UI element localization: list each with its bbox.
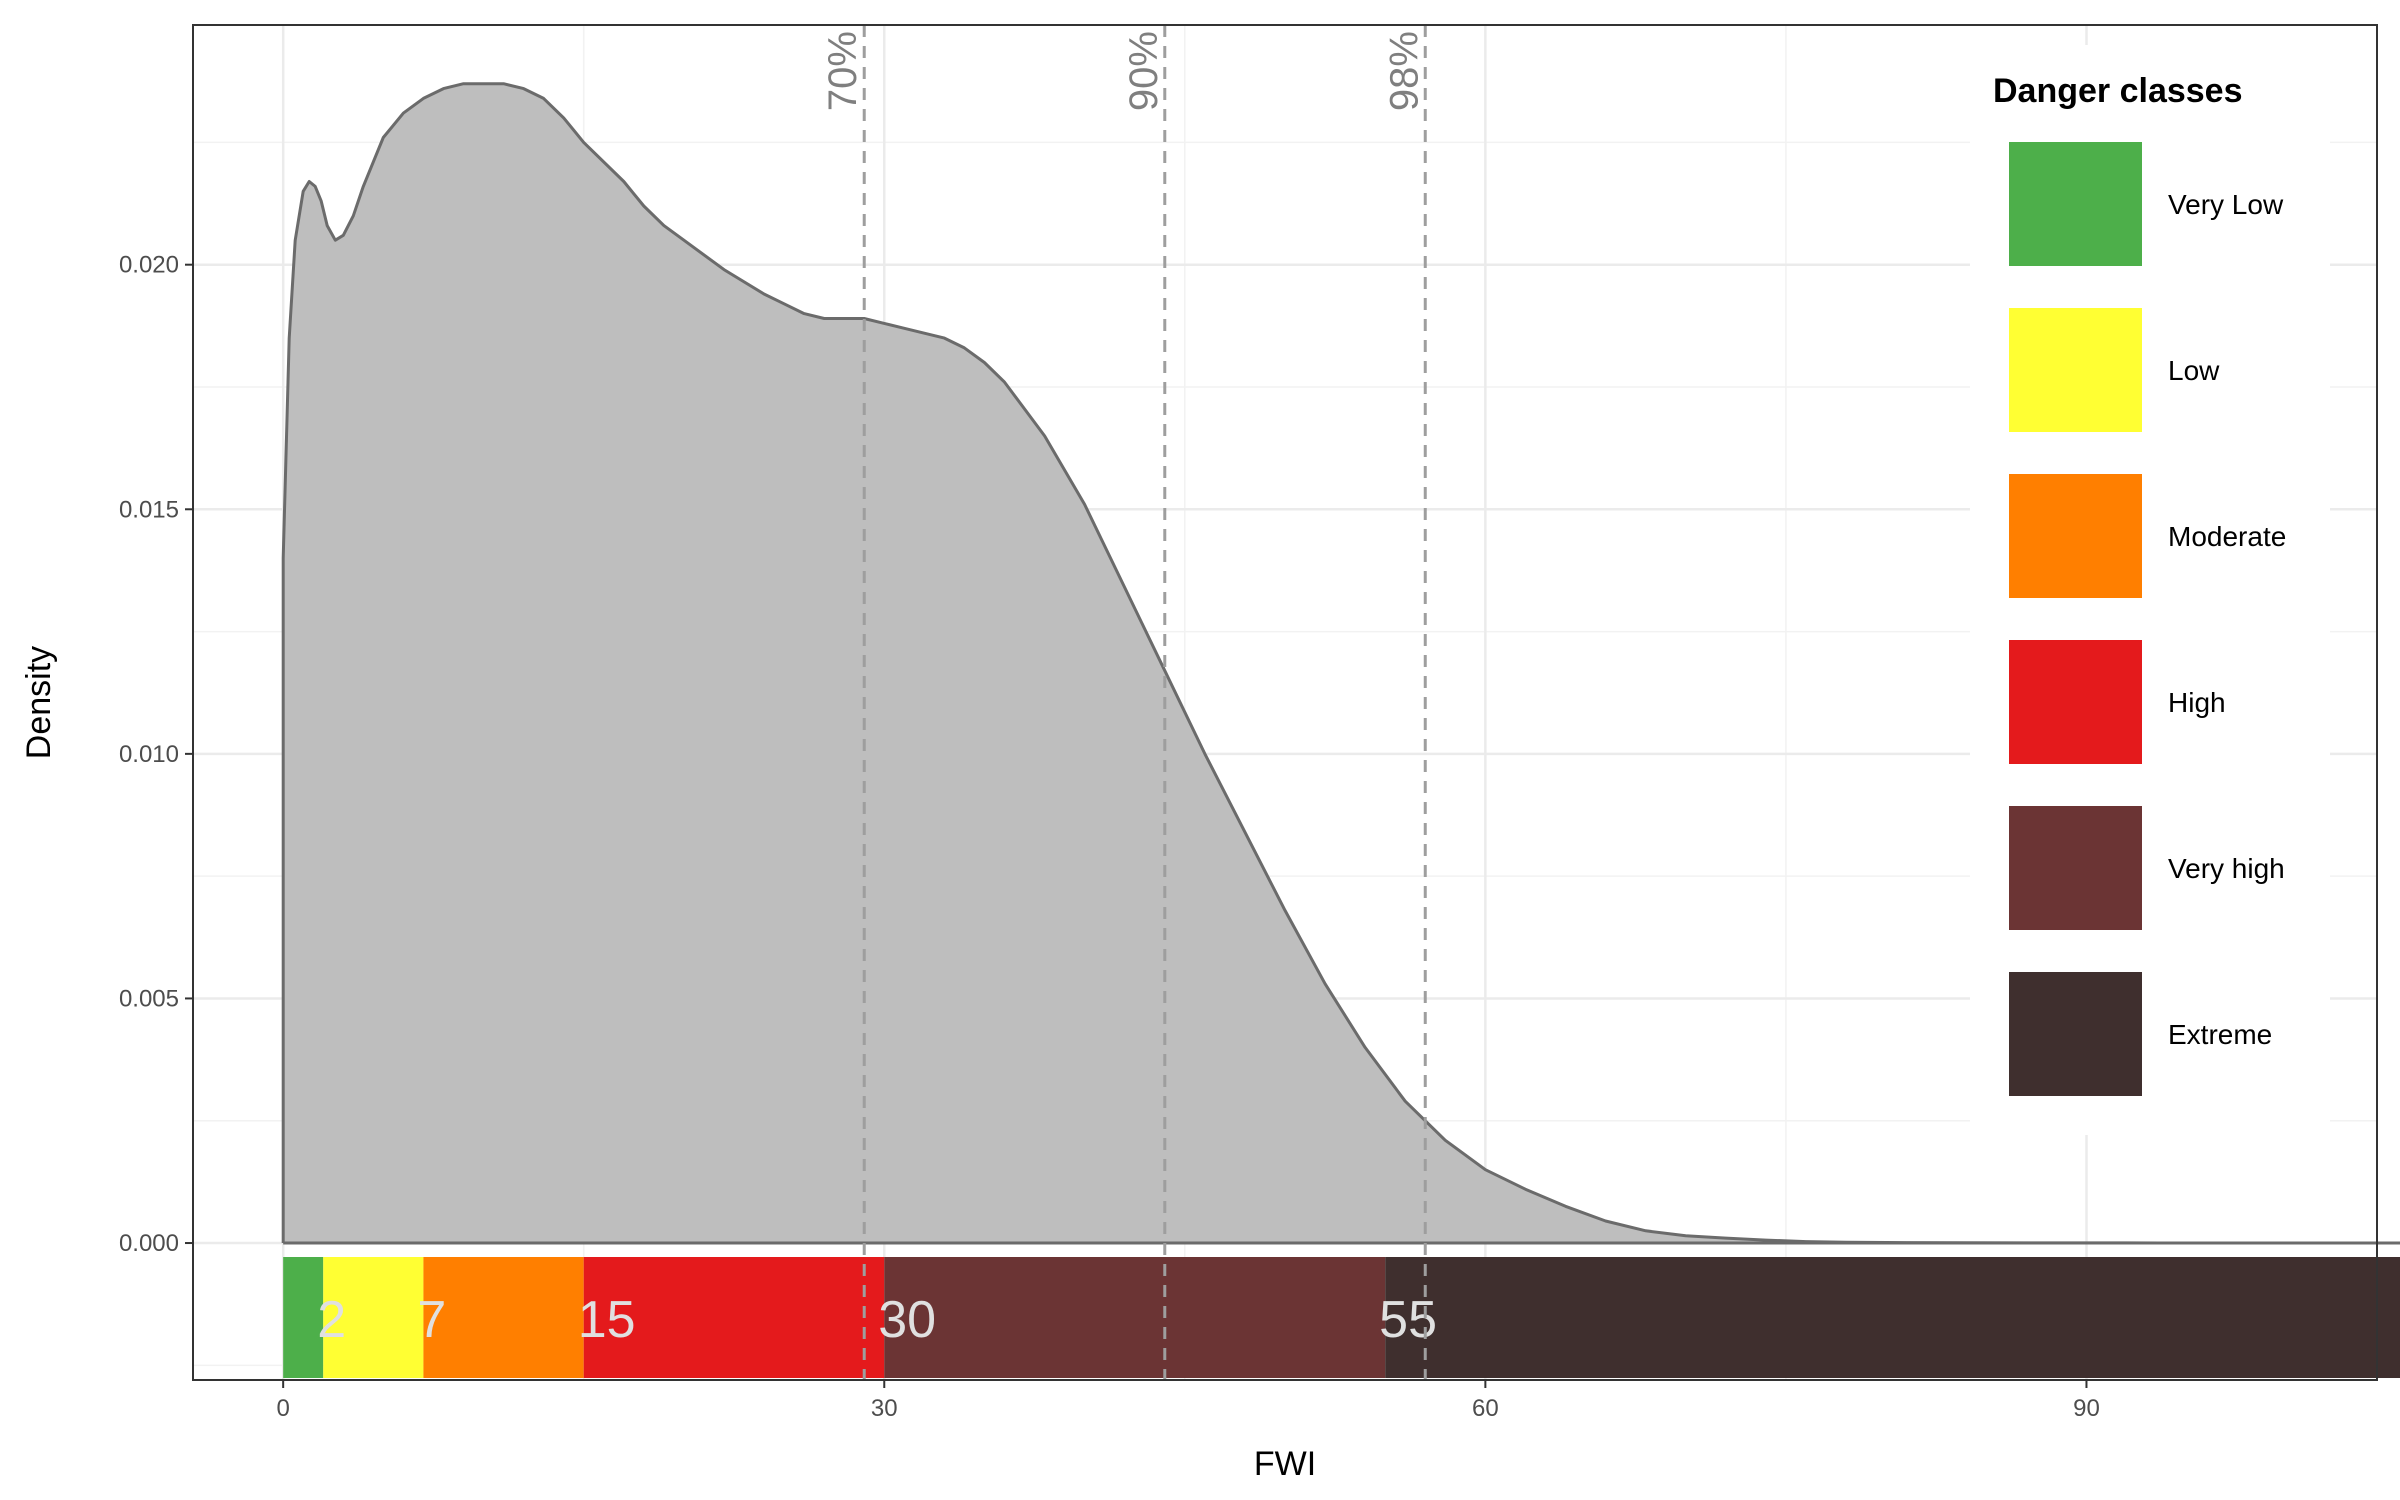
danger-band-segment (884, 1257, 1386, 1378)
danger-band-segment (283, 1257, 324, 1378)
axis-layer: 0 30 60 90 0.000 0.005 0.010 0.015 0.020 (119, 252, 2100, 1422)
legend-label: Low (2168, 355, 2220, 386)
danger-band-segment (1385, 1257, 2400, 1378)
x-tick-label: 30 (871, 1395, 898, 1422)
danger-band-segment (423, 1257, 584, 1378)
legend-swatch (2009, 972, 2142, 1096)
danger-band-label: 2 (317, 1291, 346, 1349)
legend-swatch (2009, 308, 2142, 432)
y-tick-label: 0.010 (119, 741, 179, 768)
legend-label: Extreme (2168, 1019, 2272, 1050)
legend-swatch (2009, 640, 2142, 764)
danger-band-layer: 2 7 15 30 55 (283, 1257, 2400, 1378)
legend-label: Very high (2168, 853, 2285, 884)
percentile-layer: 70% 90% 98% (821, 25, 1427, 1380)
density-area-layer (281, 82, 2400, 1245)
percentile-label: 98% (1382, 31, 1426, 111)
danger-band-label: 7 (417, 1291, 446, 1349)
legend-label: Very Low (2168, 189, 2284, 220)
x-tick-label: 0 (276, 1395, 289, 1422)
danger-band-label: 30 (878, 1291, 936, 1349)
y-tick-label: 0.005 (119, 985, 179, 1012)
x-tick-label: 60 (1472, 1395, 1499, 1422)
y-tick-label: 0.000 (119, 1230, 179, 1257)
density-area (283, 83, 2400, 1243)
density-line (281, 82, 2400, 1245)
x-axis-title: FWI (1254, 1445, 1316, 1483)
legend-swatch (2009, 142, 2142, 266)
panel-border (192, 24, 2378, 1381)
y-axis-title: Density (20, 646, 58, 759)
y-tick-label: 0.020 (119, 252, 179, 279)
legend-swatch (2009, 474, 2142, 598)
danger-band-label: 15 (578, 1291, 636, 1349)
legend-title: Danger classes (1993, 72, 2243, 110)
x-tick-label: 90 (2073, 1395, 2100, 1422)
percentile-label: 70% (821, 31, 865, 111)
legend-swatch (2009, 806, 2142, 930)
danger-band-label: 55 (1379, 1291, 1437, 1349)
legend: Danger classes Very Low Low Moderate High Ve… (1970, 45, 2330, 1135)
percentile-label: 90% (1122, 31, 1166, 111)
y-tick-label: 0.015 (119, 496, 179, 523)
legend-label: Moderate (2168, 521, 2286, 552)
legend-label: High (2168, 687, 2226, 718)
danger-band-segment (323, 1257, 424, 1378)
danger-band-segment (583, 1257, 885, 1378)
